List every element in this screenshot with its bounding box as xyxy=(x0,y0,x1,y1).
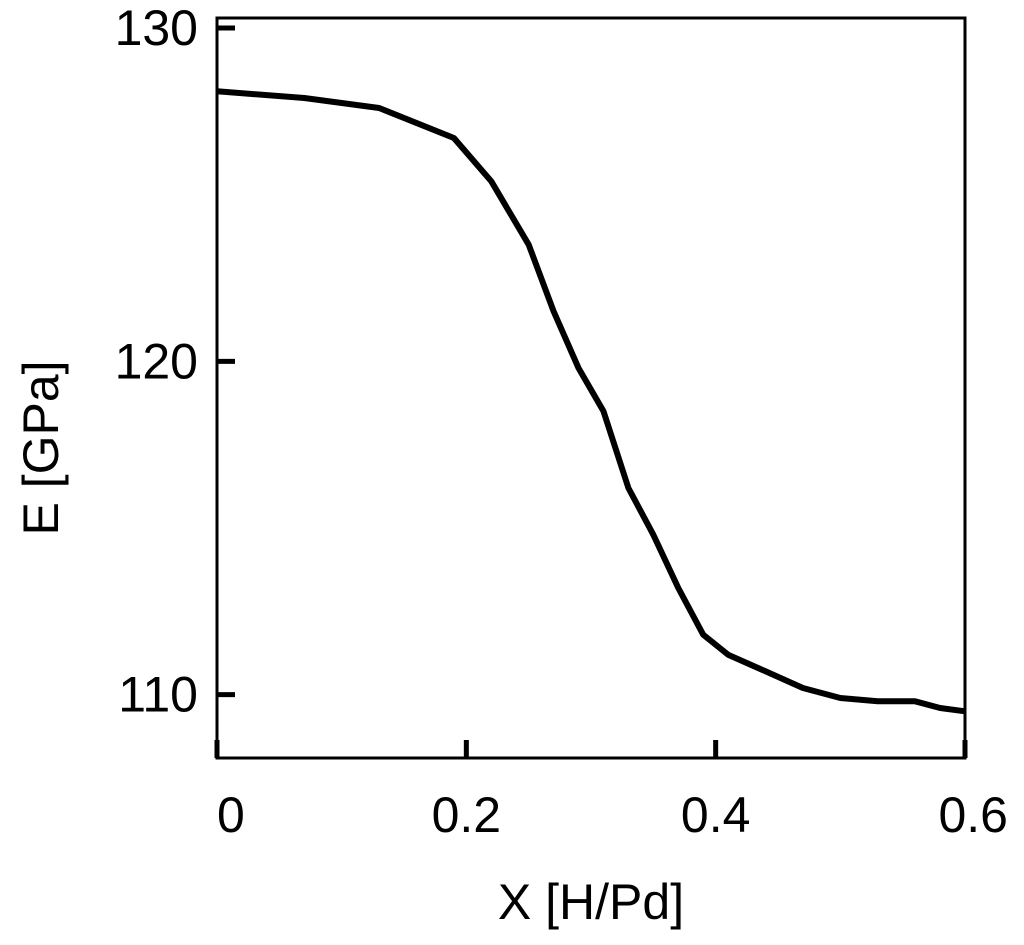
x-tick-label: 0 xyxy=(217,787,245,843)
x-tick-label: 0.6 xyxy=(938,787,1008,843)
y-tick-label: 130 xyxy=(115,0,198,56)
series-layer xyxy=(216,88,966,715)
plot-frame xyxy=(215,16,967,760)
y-axis-title: E [GPa] xyxy=(13,360,69,535)
series-line xyxy=(216,88,966,715)
y-axis-ticks: 110 120 130 xyxy=(115,0,235,723)
x-tick-label: 0.2 xyxy=(432,787,502,843)
y-tick-label: 120 xyxy=(115,333,198,389)
x-tick-label: 0.4 xyxy=(681,787,751,843)
y-tick-label: 110 xyxy=(118,667,198,723)
x-axis-ticks: 0 0.2 0.4 0.6 xyxy=(214,740,1008,843)
x-axis-title: X [H/Pd] xyxy=(498,874,684,930)
